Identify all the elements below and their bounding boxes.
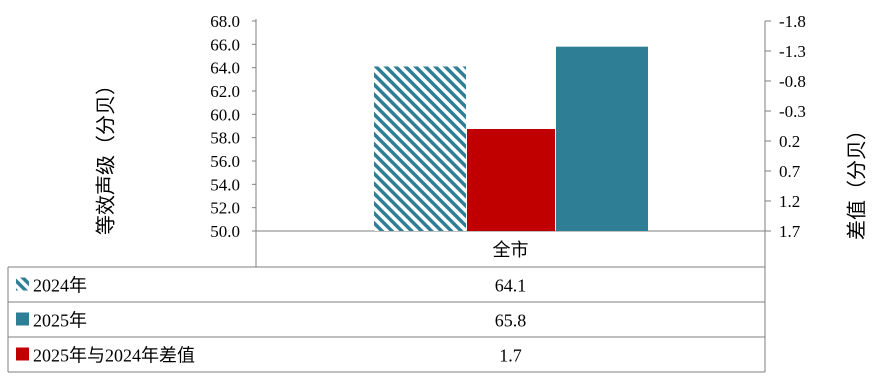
right-tick-label: 1.2	[779, 192, 800, 211]
table-row-label: 2024年	[33, 276, 87, 296]
table-row-label: 2025年	[33, 311, 87, 331]
y-axis-label-right: 差值（分贝）	[845, 120, 869, 240]
legend-swatch-2025	[16, 312, 29, 326]
left-tick-label: 58.0	[210, 129, 240, 148]
left-tick-label: 54.0	[210, 175, 240, 194]
left-tick-label: 62.0	[210, 82, 240, 101]
left-tick-label: 56.0	[210, 152, 240, 171]
bars	[374, 46, 648, 231]
table-row-value: 1.7	[499, 346, 522, 366]
right-tick-label: -0.8	[779, 72, 806, 91]
left-tick-label: 64.0	[210, 59, 240, 78]
category-label: 全市	[493, 240, 529, 261]
left-tick-label: 50.0	[210, 222, 240, 241]
right-axis: -1.8 -1.3 -0.8 -0.3 0.2 0.7 1.2 1.7	[764, 12, 806, 241]
table-row-value: 65.8	[495, 311, 527, 331]
legend-swatch-difference	[16, 347, 29, 361]
legend-swatch-2024	[16, 277, 29, 291]
right-tick-label: -0.3	[779, 102, 806, 121]
bar-difference	[467, 129, 555, 231]
left-axis: 50.0 52.0 54.0 56.0 58.0 60.0 62.0 64.0 66.0 68.0	[210, 12, 765, 267]
left-tick-label: 52.0	[210, 199, 240, 218]
right-tick-label: -1.8	[779, 12, 806, 31]
table-row-value: 64.1	[495, 276, 527, 296]
right-tick-label: 0.2	[779, 132, 800, 151]
left-tick-label: 68.0	[210, 12, 240, 31]
right-tick-label: 0.7	[779, 162, 801, 181]
table-row-label: 2025年与2024年差值	[33, 346, 195, 366]
y-axis-label: 等效声级（分贝）	[94, 75, 118, 235]
bar-2024	[374, 66, 466, 231]
data-table: 全市 2024年 64.1 2025年 65.8 2025年与2024年差值 1.7	[7, 231, 766, 373]
bar-2025	[556, 46, 648, 231]
left-tick-label: 60.0	[210, 105, 240, 124]
right-tick-label: -1.3	[779, 42, 806, 61]
left-tick-label: 66.0	[210, 35, 240, 54]
right-tick-label: 1.7	[779, 222, 801, 241]
